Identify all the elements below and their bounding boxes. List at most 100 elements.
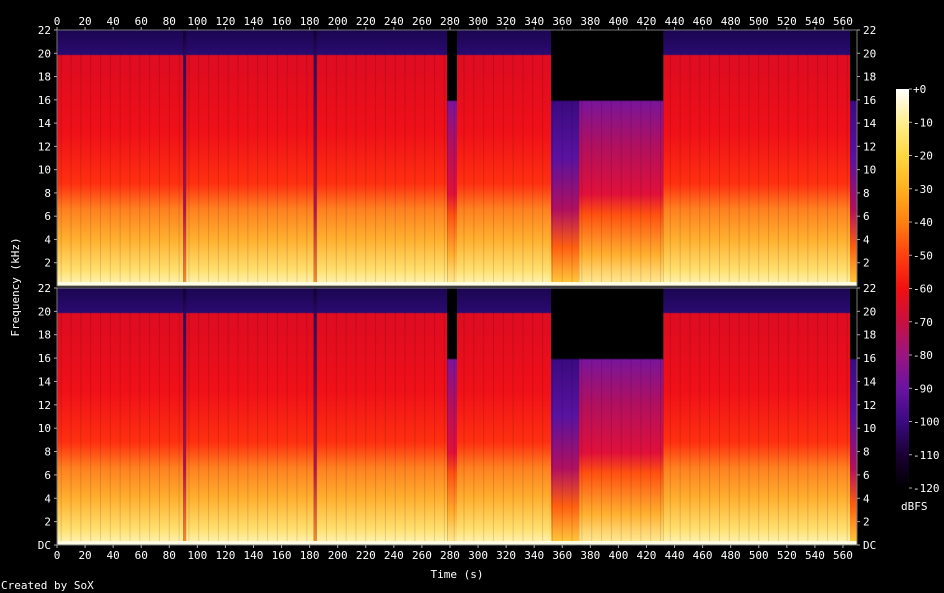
x-tick-label-bottom: 500	[749, 549, 769, 562]
x-tick-label-top: 140	[244, 15, 264, 28]
spectrum-segment	[313, 288, 317, 545]
x-tick-label-bottom: 520	[777, 549, 797, 562]
colorbar-tick-label: -70	[913, 316, 933, 329]
x-tick-label-bottom: 440	[665, 549, 685, 562]
y-tick-label-left: 22	[38, 24, 51, 37]
spectrum-segment	[551, 288, 580, 545]
y-tick-label-right: 12	[863, 140, 876, 153]
x-tick-label-top: 220	[356, 15, 376, 28]
spectrum-segment	[850, 288, 857, 545]
y-tick-label-left: 10	[38, 164, 51, 177]
x-tick-label-bottom: 420	[637, 549, 657, 562]
y-tick-label-left: 8	[44, 187, 51, 200]
x-tick-label-bottom: 220	[356, 549, 376, 562]
colorbar-scale	[896, 89, 909, 488]
spectrum-segment	[850, 30, 857, 286]
y-tick-label-right: 6	[863, 469, 870, 482]
y-tick-label-left: 12	[38, 399, 51, 412]
y-tick-label-right: DC	[863, 539, 876, 552]
colorbar-tick-label: -110	[913, 449, 940, 462]
y-tick-label-left: 16	[38, 94, 51, 107]
x-tick-label-bottom: 40	[107, 549, 120, 562]
x-tick-label-top: 20	[78, 15, 91, 28]
spectrum-segment	[316, 30, 448, 286]
y-tick-label-right: 6	[863, 210, 870, 223]
x-tick-label-top: 560	[833, 15, 853, 28]
y-tick-label-left: 2	[44, 257, 51, 270]
spectrum-segment	[313, 30, 317, 286]
x-tick-label-bottom: 320	[496, 549, 516, 562]
spectrum-segment	[447, 30, 457, 286]
y-tick-label-left: 12	[38, 140, 51, 153]
colorbar-tick-label: -50	[913, 249, 933, 262]
x-tick-label-top: 420	[637, 15, 657, 28]
spectrum-segment	[457, 288, 551, 545]
y-tick-label-right: 10	[863, 422, 876, 435]
x-tick-label-top: 340	[524, 15, 544, 28]
x-tick-label-top: 60	[135, 15, 148, 28]
x-tick-label-top: 40	[107, 15, 120, 28]
x-tick-label-top: 360	[552, 15, 572, 28]
footer-credit: Created by SoX	[1, 579, 94, 592]
colorbar-tick-label: -60	[913, 283, 933, 296]
y-tick-label-right: 22	[863, 282, 876, 295]
x-tick-label-top: 260	[412, 15, 432, 28]
x-tick-label-bottom: 540	[805, 549, 825, 562]
y-tick-label-right: 8	[863, 446, 870, 459]
spectrum-segment	[663, 30, 850, 286]
y-tick-label-left: 14	[38, 117, 52, 130]
colorbar-tick-label: -40	[913, 216, 933, 229]
y-tick-label-left: 2	[44, 516, 51, 529]
y-tick-label-right: 14	[863, 375, 877, 388]
spectrum-segment	[186, 288, 314, 545]
x-tick-label-bottom: 160	[272, 549, 292, 562]
axes: 0 0 20 20 40 40 60 60 80 80 100 100 120 120 140 140 160 1…	[38, 15, 877, 562]
spectrum-segment	[551, 30, 580, 286]
plot-frame	[56, 29, 858, 287]
x-tick-label-top: 520	[777, 15, 797, 28]
x-tick-label-top: 120	[215, 15, 235, 28]
y-tick-label-left: 8	[44, 446, 51, 459]
spectrum-segment	[579, 288, 664, 545]
y-axis-label: Frequency (kHz)	[9, 237, 22, 336]
y-tick-label-left: 4	[44, 492, 51, 505]
x-tick-label-top: 200	[328, 15, 348, 28]
y-tick-label-right: 18	[863, 71, 876, 84]
x-tick-label-top: 460	[693, 15, 713, 28]
y-tick-label-left: 4	[44, 233, 51, 246]
y-tick-label-right: 4	[863, 492, 870, 505]
x-tick-label-bottom: 360	[552, 549, 572, 562]
x-tick-label-top: 400	[608, 15, 628, 28]
plot-frame	[56, 287, 858, 546]
y-tick-label-right: 10	[863, 164, 876, 177]
y-tick-label-left: 20	[38, 305, 51, 318]
y-tick-label-right: 22	[863, 24, 876, 37]
colorbar-tick-label: +0	[913, 83, 926, 96]
x-tick-label-top: 480	[721, 15, 741, 28]
x-tick-label-bottom: 100	[187, 549, 207, 562]
colorbar-tick-label: -90	[913, 382, 933, 395]
y-tick-label-left: 10	[38, 422, 51, 435]
y-tick-label-right: 16	[863, 94, 876, 107]
x-axis-label: Time (s)	[431, 568, 484, 581]
dc-band	[57, 282, 857, 286]
x-tick-label-top: 160	[272, 15, 292, 28]
colorbar-tick-label: -120	[913, 482, 940, 495]
x-tick-label-bottom: 300	[468, 549, 488, 562]
x-tick-label-top: 540	[805, 15, 825, 28]
spectrum-segment	[186, 30, 314, 286]
x-tick-label-bottom: 460	[693, 549, 713, 562]
y-tick-label-right: 2	[863, 257, 870, 270]
y-tick-label-left: 18	[38, 329, 51, 342]
spectrum-segment	[579, 30, 664, 286]
spectrogram-channel-1	[56, 29, 858, 287]
x-tick-label-top: 300	[468, 15, 488, 28]
x-tick-label-top: 180	[300, 15, 320, 28]
x-tick-label-bottom: 260	[412, 549, 432, 562]
y-tick-label-right: 4	[863, 233, 870, 246]
y-tick-label-right: 14	[863, 117, 877, 130]
x-tick-label-top: 80	[163, 15, 176, 28]
x-tick-label-bottom: 0	[54, 549, 61, 562]
x-tick-label-top: 440	[665, 15, 685, 28]
